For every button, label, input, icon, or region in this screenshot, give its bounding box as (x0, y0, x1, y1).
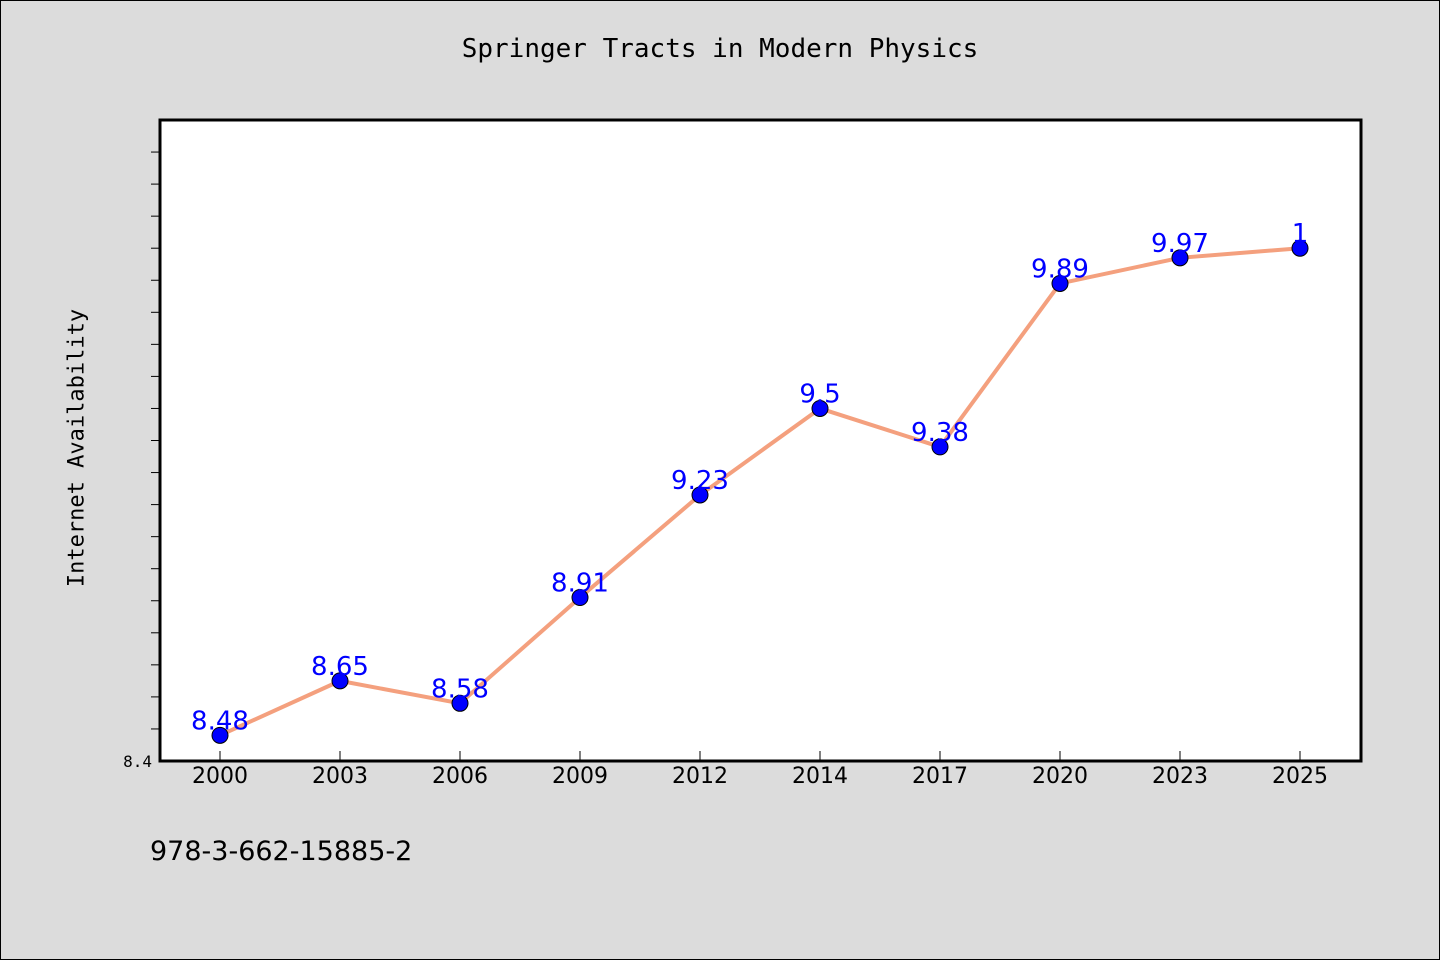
data-point (451, 694, 469, 712)
data-point (691, 486, 709, 504)
x-tick-label: 2017 (912, 764, 968, 789)
data-point (1291, 239, 1309, 257)
x-tick-label: 2025 (1272, 764, 1328, 789)
x-tick-label: 2012 (672, 764, 728, 789)
data-point (1051, 274, 1069, 292)
series-line (219, 246, 1301, 738)
data-label: 9.97 (1151, 229, 1209, 259)
y-tick-label: 8.4 (123, 752, 152, 771)
data-label: 8.58 (431, 674, 489, 704)
x-tick-label: 2014 (792, 764, 848, 789)
x-tick-label: 2023 (1152, 764, 1208, 789)
x-tick-label: 2000 (192, 764, 248, 789)
x-tick-label: 2020 (1032, 764, 1088, 789)
data-label: 8.91 (551, 569, 609, 599)
x-tick-label: 2009 (552, 764, 608, 789)
x-tick-label: 2006 (432, 764, 488, 789)
data-point (931, 438, 949, 456)
data-point (811, 399, 829, 417)
data-point (331, 672, 349, 690)
data-label: 1 (1292, 219, 1309, 249)
data-point (1171, 249, 1189, 267)
x-tick-label: 2003 (312, 764, 368, 789)
data-label: 9.89 (1031, 254, 1089, 284)
plot-area (158, 118, 1363, 763)
data-label: 9.38 (911, 418, 969, 448)
data-label: 8.65 (311, 652, 369, 682)
data-label: 8.48 (191, 706, 249, 736)
chart-title: Springer Tracts in Modern Physics (461, 34, 979, 64)
data-label: 9.5 (799, 379, 840, 409)
data-point (571, 589, 589, 607)
data-label: 9.23 (671, 466, 729, 496)
data-point (211, 726, 229, 744)
isbn-footnote: 978-3-662-15885-2 (150, 836, 413, 867)
